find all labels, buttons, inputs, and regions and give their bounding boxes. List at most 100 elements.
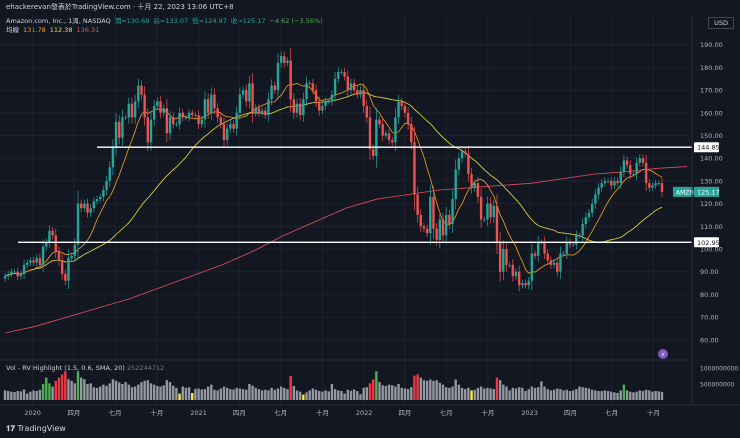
ma2-line — [4, 92, 663, 277]
volume-bar — [375, 371, 378, 400]
volume-bar — [54, 380, 57, 400]
candle-body — [324, 101, 327, 106]
candle-body — [225, 128, 229, 141]
candle-body — [527, 280, 530, 286]
candle-body — [365, 105, 369, 118]
volume-tick-label: 1000000000 — [700, 366, 738, 373]
candle-body — [505, 249, 508, 265]
candle-body — [197, 115, 200, 125]
volume-bar — [251, 385, 254, 400]
candle-body — [581, 224, 584, 236]
candle-body — [362, 90, 365, 106]
y-tick-label: 100.00 — [700, 246, 723, 254]
volume-bar — [619, 390, 622, 400]
volume-bar — [6, 391, 10, 400]
candle-body — [600, 183, 603, 188]
candle-body — [194, 115, 197, 116]
price-label: 102.95 — [697, 239, 720, 247]
price-label-box — [694, 142, 719, 153]
open-value: 開=130.69 — [114, 17, 150, 25]
candle-body — [400, 101, 403, 106]
volume-bar — [429, 379, 432, 400]
volume-bar — [448, 387, 451, 400]
volume-bar — [295, 390, 299, 400]
candle-body — [425, 228, 429, 234]
volume-bar — [222, 386, 226, 400]
volume-bar — [508, 390, 511, 400]
volume-bar — [305, 392, 308, 400]
candle-body — [641, 158, 645, 163]
chart-header: ehackerevan發表於TradingView.com · 十月 22, 2… — [6, 3, 234, 11]
candle-body — [149, 119, 153, 143]
candle-body — [79, 203, 83, 209]
candle-body — [41, 246, 45, 265]
volume-bar — [502, 384, 505, 400]
candle-body — [651, 185, 654, 188]
candle-body — [498, 242, 502, 272]
volume-bar — [86, 384, 89, 400]
volume-bar — [406, 389, 410, 400]
candle-body — [486, 203, 489, 220]
volume-bar — [162, 385, 165, 400]
volume-bar — [70, 380, 73, 400]
candle-body — [606, 180, 610, 182]
candle-body — [454, 169, 457, 200]
candle-body — [152, 105, 156, 120]
volume-bar — [644, 389, 648, 400]
volume-bar — [254, 387, 257, 400]
candle-body — [13, 271, 16, 273]
ma3-value: 136.31 — [76, 26, 100, 34]
x-tick-label: 四月 — [564, 409, 577, 417]
candle-body — [86, 203, 89, 213]
candle-body — [118, 121, 121, 138]
candle-body — [371, 149, 375, 156]
y-tick-label: 190.00 — [700, 41, 723, 49]
volume-bar — [118, 382, 121, 400]
lightning-icon[interactable] — [658, 349, 668, 359]
candle-body — [298, 103, 302, 116]
x-tick-label: 七月 — [109, 408, 122, 417]
volume-bar — [327, 391, 330, 400]
candle-body — [22, 264, 26, 274]
candle-body — [511, 264, 515, 277]
candle-body — [359, 90, 362, 95]
volume-bar — [632, 392, 635, 400]
volume-bar — [130, 387, 134, 400]
candle-body — [76, 203, 80, 245]
candle-body — [556, 262, 559, 272]
candle-body — [308, 83, 311, 85]
volume-bar — [16, 391, 19, 400]
volume-bar — [292, 385, 296, 400]
volume-bar — [206, 386, 210, 400]
candle-body — [413, 142, 416, 195]
candle-body — [32, 260, 35, 263]
candle-body — [590, 203, 594, 213]
volume-bar — [622, 384, 626, 400]
candle-body — [451, 199, 454, 225]
candle-body — [381, 124, 384, 136]
volume-bar — [181, 386, 184, 400]
candle-body — [127, 103, 130, 118]
volume-bar — [51, 386, 54, 400]
candle-body — [121, 117, 124, 138]
volume-bar — [108, 383, 111, 400]
candle-body — [257, 108, 261, 113]
candle-body — [95, 199, 99, 202]
volume-bar — [473, 389, 476, 400]
currency-button[interactable]: USD — [708, 17, 734, 29]
candle-body — [352, 83, 356, 91]
candle-body — [314, 90, 318, 102]
volume-bar — [568, 391, 572, 400]
volume-bar — [276, 388, 280, 400]
candle-body — [108, 167, 111, 181]
low-value: 低=124.97 — [192, 17, 227, 25]
change-value: −4.62 (−3.56%) — [269, 17, 323, 25]
candle-body — [343, 71, 346, 77]
candle-body — [162, 108, 165, 113]
candle-body — [102, 189, 105, 197]
candle-body — [514, 271, 518, 277]
volume-bar — [629, 391, 632, 400]
x-tick-label: 四月 — [233, 409, 246, 417]
volume-bar — [210, 384, 213, 400]
